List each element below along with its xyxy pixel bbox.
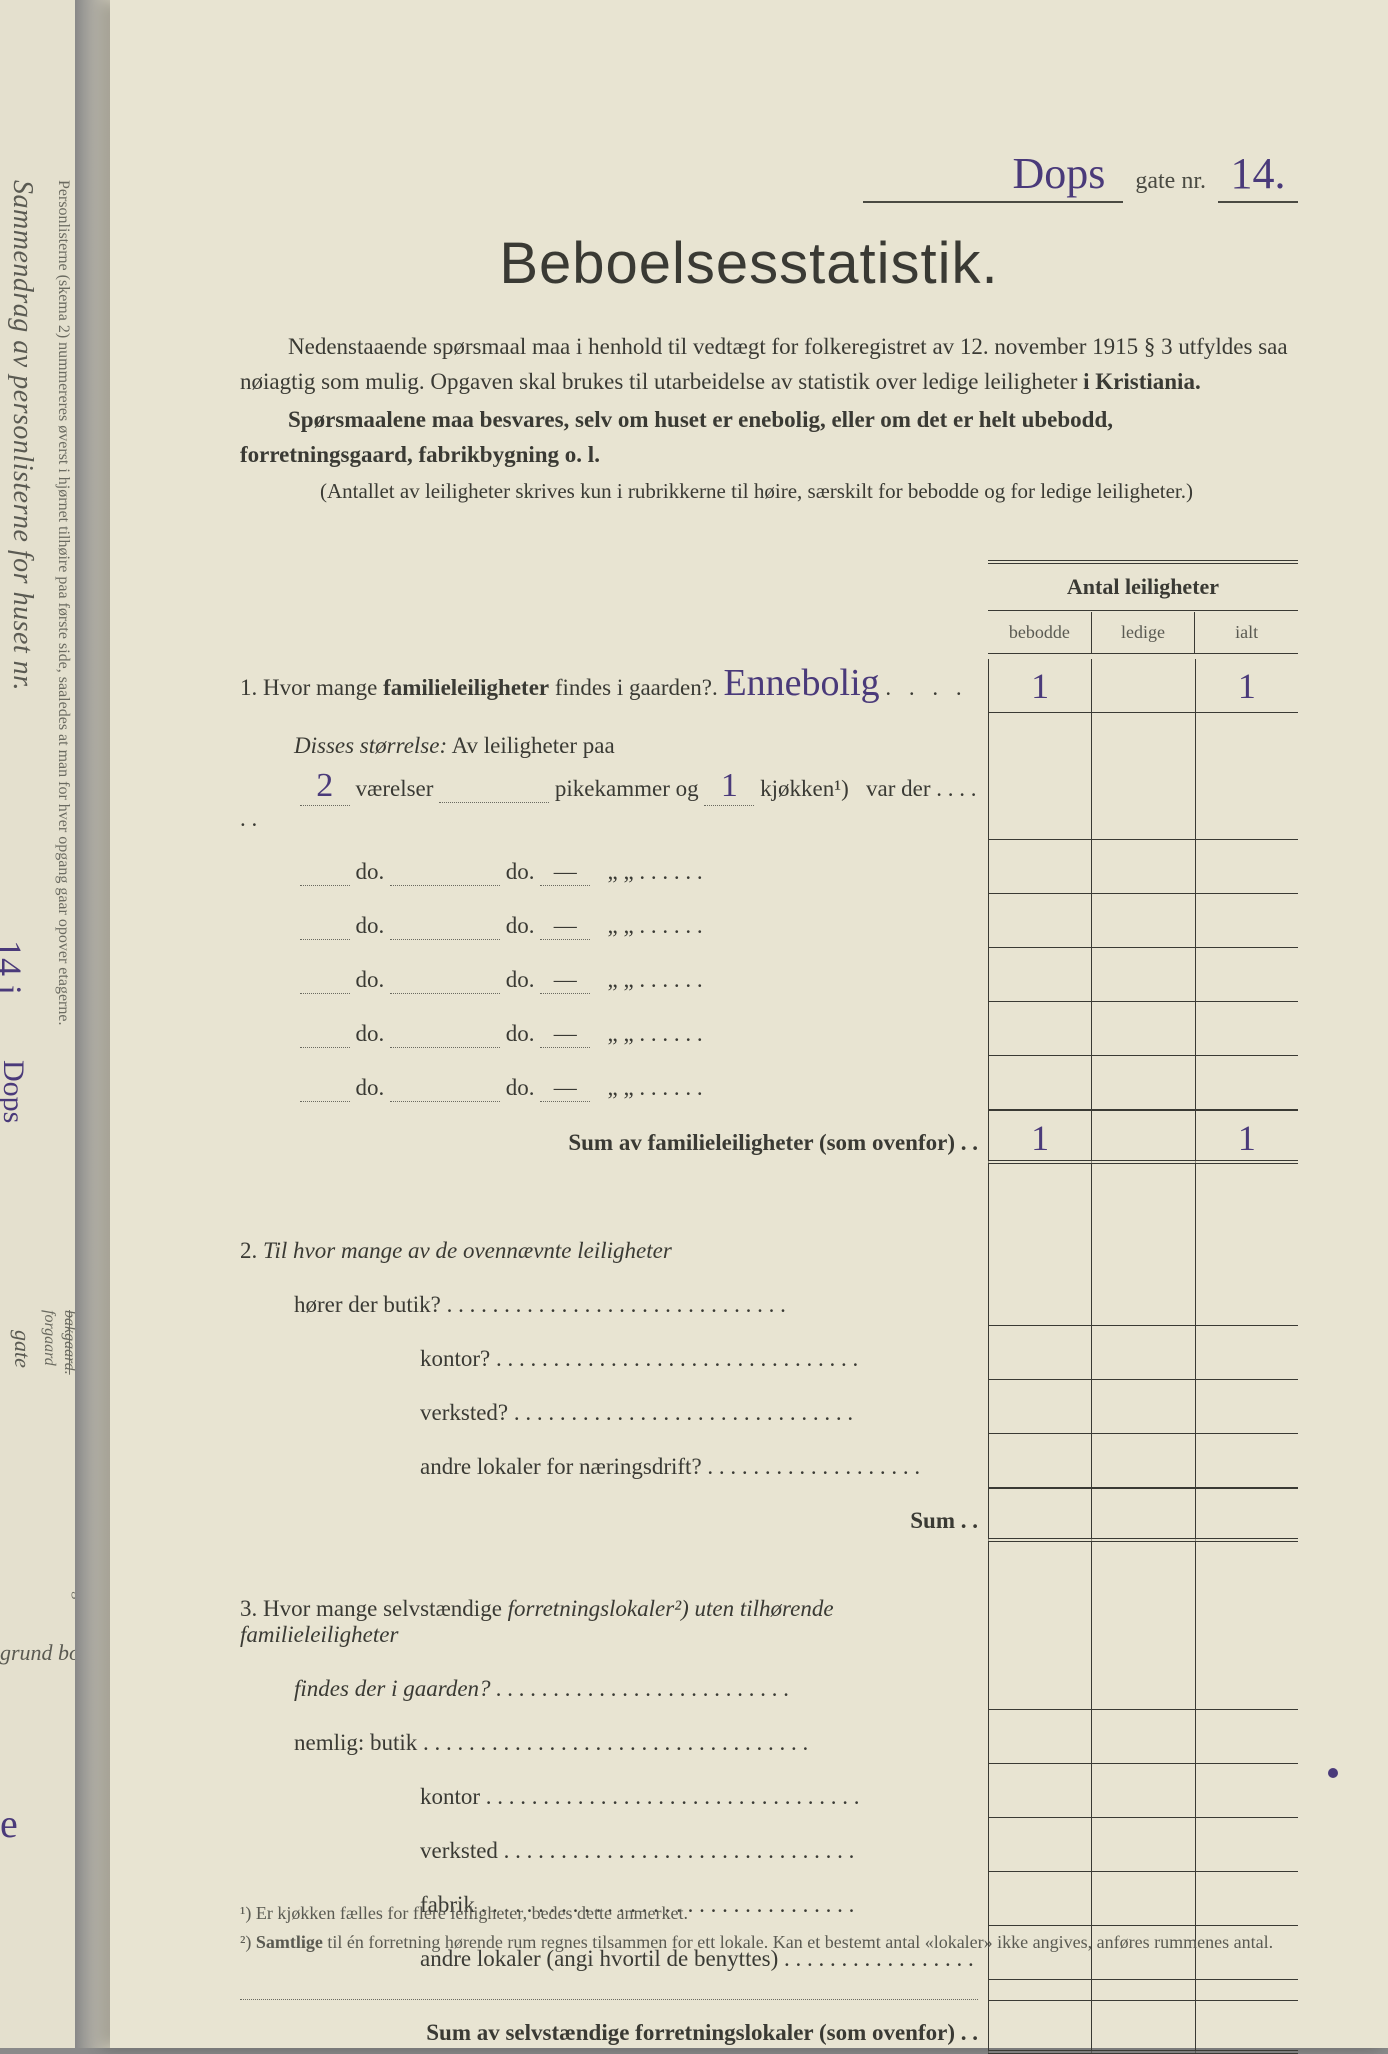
q3-row: verksted . . . . . . . . . . . . . . . .…	[240, 1818, 1298, 1872]
header-address: Dops gate nr. 14.	[863, 148, 1298, 203]
size-row: do. do. — „ „ . . . . . .	[240, 1002, 1298, 1056]
q3-line2: findes der i gaarden? . . . . . . . . . …	[240, 1656, 1298, 1710]
col-ialt: ialt	[1194, 612, 1298, 653]
spine-title: Sammendrag av personlisterne for huset n…	[6, 180, 38, 691]
intro-text: Nedenstaaende spørsmaal maa i henhold ti…	[240, 330, 1288, 512]
document-page: Dops gate nr. 14. Beboelsesstatistik. Ne…	[110, 0, 1388, 2048]
table-subheader: bebodde ledige ialt	[988, 612, 1298, 654]
q1-bebodde: 1	[988, 659, 1091, 713]
q1-row: 1. Hvor mange familieleiligheter findes …	[240, 659, 1298, 713]
spine-handwritten-bottom: ue	[0, 1800, 18, 1847]
col-bebodde: bebodde	[988, 612, 1091, 653]
size-row: do. do. — „ „ . . . . . .	[240, 894, 1298, 948]
q1-handwritten: Ennebolig	[723, 662, 879, 704]
intro-note: (Antallet av leiligheter skrives kun i r…	[240, 476, 1288, 508]
q3-divider	[240, 1980, 1298, 2000]
footnote-2: ²) Samtlige til én forretning hørende ru…	[240, 1929, 1288, 1956]
sum3-row: Sum av selvstændige forretningslokaler (…	[240, 2000, 1298, 2054]
intro-p2: Spørsmaalene maa besvares, selv om huset…	[240, 403, 1288, 472]
q3-row: nemlig: butik . . . . . . . . . . . . . …	[240, 1710, 1298, 1764]
q1-size-label: Disses størrelse: Av leiligheter paa	[240, 713, 1298, 767]
size-row: 2 værelser pikekammer og 1 kjøkken¹) var…	[240, 767, 1298, 840]
q3-header: 3. Hvor mange selvstændige forretningslo…	[240, 1596, 1298, 1656]
q2-row: hører der butik? . . . . . . . . . . . .…	[240, 1272, 1298, 1326]
spine-forgaard: forgaard	[40, 1310, 58, 1366]
header-nr: 14.	[1218, 148, 1298, 203]
ink-dot	[1328, 1768, 1338, 1778]
sum1-row: Sum av familieleiligheter (som ovenfor) …	[240, 1110, 1298, 1164]
size-row: do. do. — „ „ . . . . . .	[240, 948, 1298, 1002]
sum2-row: Sum . .	[240, 1488, 1298, 1542]
spine-handwritten-nr: 14 i	[0, 940, 30, 995]
q2-row: verksted? . . . . . . . . . . . . . . . …	[240, 1380, 1298, 1434]
q3-row: kontor . . . . . . . . . . . . . . . . .…	[240, 1764, 1298, 1818]
sum1-ialt: 1	[1195, 1111, 1298, 1164]
q2-header: 2. Til hvor mange av de ovennævnte leili…	[240, 1218, 1298, 1272]
footnote-1: ¹) Er kjøkken fælles for flere leilighet…	[240, 1900, 1288, 1927]
spine-gate-label: gate	[9, 1330, 35, 1368]
sum1-ledige	[1091, 1111, 1194, 1164]
q2-row: andre lokaler for næringsdrift? . . . . …	[240, 1434, 1298, 1488]
spine-subtitle: Personlisterne (skema 2) nummereres øver…	[54, 180, 72, 1025]
table-header: Antal leiligheter	[988, 560, 1298, 611]
size-row: do. do. — „ „ . . . . . .	[240, 1056, 1298, 1110]
binding-strip	[75, 0, 110, 2048]
header-street: Dops	[863, 148, 1123, 203]
header-gate-label: gate nr.	[1135, 168, 1206, 195]
page-title: Beboelsesstatistik.	[110, 230, 1388, 297]
q1-ledige	[1091, 659, 1194, 713]
spine-handwritten-street: Dops	[0, 1060, 30, 1123]
sum1-bebodde: 1	[988, 1111, 1091, 1164]
table-body: 1. Hvor mange familieleiligheter findes …	[240, 659, 1298, 2054]
q1-ialt: 1	[1195, 659, 1298, 713]
size-row: do. do. — „ „ . . . . . .	[240, 840, 1298, 894]
footnotes: ¹) Er kjøkken fælles for flere leilighet…	[240, 1900, 1288, 1958]
intro-p1: Nedenstaaende spørsmaal maa i henhold ti…	[240, 330, 1288, 399]
col-ledige: ledige	[1091, 612, 1195, 653]
q2-row: kontor? . . . . . . . . . . . . . . . . …	[240, 1326, 1298, 1380]
